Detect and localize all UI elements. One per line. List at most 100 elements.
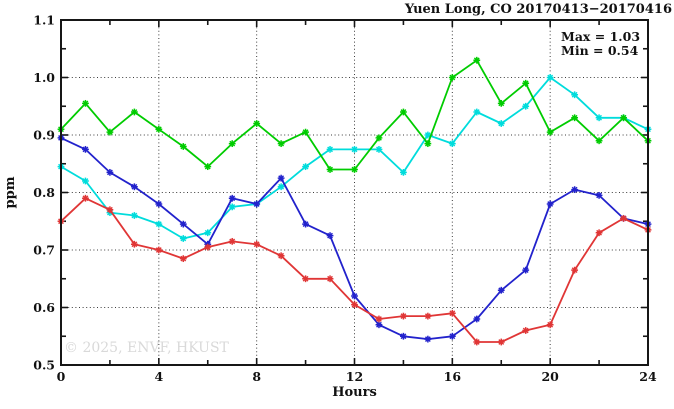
y-tick-label: 0.7 (33, 243, 55, 258)
y-tick-label: 1.1 (33, 13, 55, 28)
x-axis-title: Hours (332, 385, 377, 400)
data-point-marker (497, 99, 505, 107)
series-green-series-line (60, 59, 649, 171)
data-point-marker (522, 327, 530, 334)
data-point-marker (571, 114, 579, 122)
data-point-marker (595, 114, 603, 122)
data-point-marker (106, 128, 114, 136)
data-point-marker (424, 140, 432, 148)
data-point-marker (179, 220, 187, 228)
data-point-marker (228, 237, 236, 245)
data-point-marker (571, 186, 579, 194)
data-point-marker (571, 91, 579, 99)
x-tick-label: 4 (154, 369, 163, 384)
data-point-marker (448, 309, 456, 317)
data-point-marker (228, 194, 236, 202)
data-point-marker (130, 240, 138, 248)
data-point-marker (522, 102, 530, 110)
data-point-marker (473, 315, 481, 323)
data-point-marker (473, 108, 481, 116)
data-point-marker (375, 145, 383, 153)
data-point-marker (179, 255, 187, 263)
data-point-marker (326, 232, 334, 240)
data-point-marker (302, 220, 309, 228)
x-tick-label: 8 (252, 369, 261, 384)
data-point-marker (448, 140, 456, 148)
data-point-marker (497, 338, 505, 346)
data-point-marker (375, 134, 383, 142)
data-point-marker (351, 145, 358, 153)
data-point-marker (400, 312, 407, 320)
data-point-marker (106, 168, 114, 176)
x-tick-label: 24 (639, 369, 657, 384)
chart-title: Yuen Long, CO 20170413−20170416 (404, 2, 672, 17)
data-point-marker (277, 174, 285, 182)
data-point-marker (82, 99, 89, 107)
data-point-marker (155, 200, 163, 208)
data-point-marker (326, 275, 334, 283)
data-point-marker (497, 286, 505, 294)
data-point-marker (204, 163, 212, 171)
data-point-marker (82, 145, 89, 153)
data-point-marker (571, 266, 579, 274)
series-cyan-series-line (60, 76, 649, 240)
data-point-marker (400, 332, 407, 340)
data-point-marker (546, 74, 554, 81)
y-tick-label: 0.9 (33, 128, 55, 143)
max-annotation: Max = 1.03 (561, 29, 640, 44)
data-point-marker (448, 332, 456, 340)
series-blue-series (57, 134, 652, 343)
data-point-marker (522, 266, 530, 274)
data-point-marker (302, 128, 309, 136)
y-tick-label: 0.5 (33, 358, 55, 373)
data-point-marker (228, 140, 236, 148)
data-point-marker (179, 235, 187, 242)
data-point-marker (473, 338, 481, 346)
data-point-marker (473, 56, 481, 64)
y-tick-label: 1.0 (33, 70, 55, 85)
data-point-marker (522, 79, 530, 87)
labels: Yuen Long, CO 20170413−20170416 Max = 1.0… (3, 2, 672, 400)
data-point-marker (204, 229, 212, 237)
data-point-marker (424, 335, 432, 343)
data-point-marker (326, 166, 334, 173)
data-point-marker (448, 74, 456, 81)
data-point-marker (351, 301, 358, 309)
data-point-marker (400, 108, 407, 116)
data-point-marker (351, 292, 358, 300)
series-blue-series-markers (57, 134, 652, 343)
x-tick-label: 12 (346, 369, 363, 384)
watermark: © 2025, ENVF, HKUST (64, 340, 230, 356)
data-point-marker (595, 229, 603, 237)
data-point-marker (400, 168, 407, 176)
x-tick-label: 0 (57, 369, 66, 384)
data-point-marker (620, 114, 627, 122)
data-point-marker (302, 163, 309, 171)
y-axis-title: ppm (3, 176, 18, 208)
data-point-marker (277, 140, 285, 148)
data-point-marker (326, 145, 334, 153)
min-annotation: Min = 0.54 (561, 43, 639, 58)
data-point-marker (204, 243, 212, 251)
series-red-series (57, 194, 652, 346)
data-point-marker (253, 200, 261, 208)
data-point-marker (497, 120, 505, 127)
gridlines (61, 20, 648, 365)
data-point-marker (130, 108, 138, 116)
data-point-marker (375, 321, 383, 329)
data-point-marker (277, 183, 285, 191)
tick-marks (61, 20, 648, 365)
data-point-marker (595, 191, 603, 199)
data-point-marker (155, 246, 163, 254)
data-point-marker (424, 312, 432, 320)
y-tick-label: 0.6 (33, 300, 55, 315)
data-point-marker (155, 125, 163, 133)
data-point-marker (155, 220, 163, 228)
data-point-marker (351, 166, 358, 173)
series-red-series-markers (57, 194, 652, 346)
data-point-marker (546, 321, 554, 329)
plot-frame (60, 19, 649, 366)
data-point-marker (302, 275, 309, 283)
